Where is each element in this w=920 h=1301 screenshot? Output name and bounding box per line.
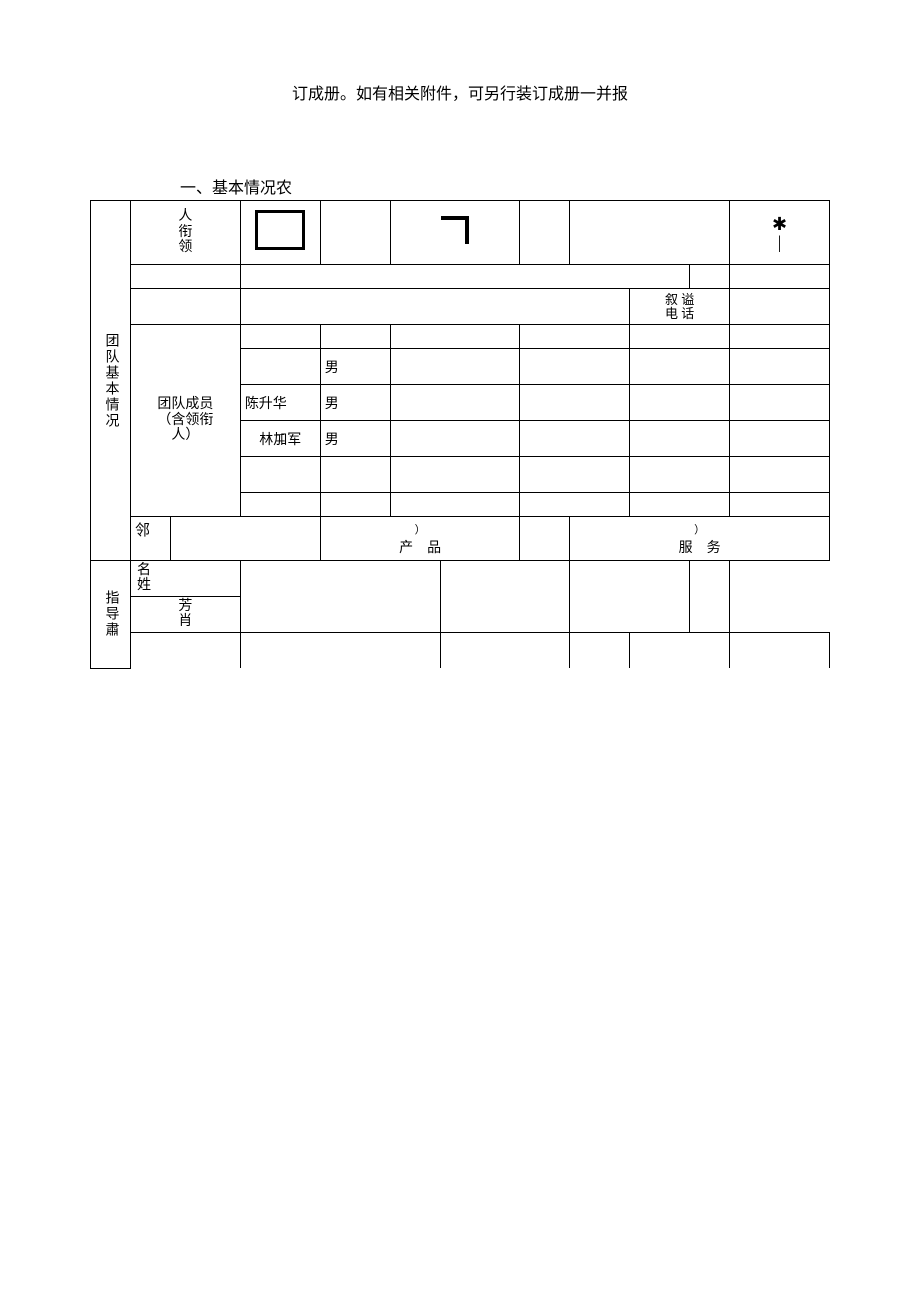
r3-c1 bbox=[130, 289, 240, 325]
asterisk-cell: ✱| bbox=[730, 201, 830, 265]
corner-icon bbox=[441, 216, 469, 244]
guide-name-label: 名 姓 bbox=[130, 561, 240, 597]
leader-c8 bbox=[570, 201, 730, 265]
m5-c6 bbox=[730, 493, 830, 517]
m2-c6 bbox=[730, 385, 830, 421]
guide-r3-c2 bbox=[240, 632, 440, 668]
m5-c2 bbox=[320, 493, 390, 517]
m4-c1 bbox=[240, 457, 320, 493]
top-instruction: 订成册。如有相关附件，可另行装订成册一并报 bbox=[90, 80, 830, 104]
guide-r1-c3 bbox=[440, 561, 570, 633]
neighbor-label: 邻 bbox=[130, 517, 170, 561]
m4-c6 bbox=[730, 457, 830, 493]
m2-c3 bbox=[390, 385, 520, 421]
guide-r3-c1 bbox=[130, 632, 240, 668]
section-title: 一、基本情况农 bbox=[180, 174, 830, 198]
m1-c5 bbox=[630, 349, 730, 385]
m1-gender: 男 bbox=[320, 349, 390, 385]
checkbox-icon bbox=[255, 210, 305, 250]
leader-c4 bbox=[320, 201, 390, 265]
m4-c4 bbox=[520, 457, 630, 493]
m1-name bbox=[240, 349, 320, 385]
prod-mid bbox=[520, 517, 570, 561]
m2-gender: 男 bbox=[320, 385, 390, 421]
m3-c5 bbox=[630, 421, 730, 457]
m1-c6 bbox=[730, 349, 830, 385]
r3-c4 bbox=[730, 289, 830, 325]
m5-c4 bbox=[520, 493, 630, 517]
guide-label: 指导肅 bbox=[91, 561, 131, 669]
m4-c2 bbox=[320, 457, 390, 493]
m3-c4 bbox=[520, 421, 630, 457]
leader-label: 人 衔 领 bbox=[130, 201, 240, 265]
guide-r3-c6 bbox=[730, 632, 830, 668]
m1-c3 bbox=[390, 349, 520, 385]
main-table: 团队基本情况 人 衔 领 ✱| bbox=[90, 200, 830, 669]
m3-name: 林加军 二 bbox=[240, 421, 320, 457]
m2-c4 bbox=[520, 385, 630, 421]
r2-c4 bbox=[730, 265, 830, 289]
phone-label: 叙 谥 电 话 bbox=[630, 289, 730, 325]
m2-c5 bbox=[630, 385, 730, 421]
guide-r3-c3 bbox=[440, 632, 570, 668]
prod-left bbox=[170, 517, 320, 561]
mh-c2 bbox=[320, 325, 390, 349]
m5-c1 bbox=[240, 493, 320, 517]
mh-c4 bbox=[520, 325, 630, 349]
r2-c3 bbox=[690, 265, 730, 289]
service-cell: ） 服 务 bbox=[570, 517, 830, 561]
leader-corner-cell bbox=[390, 201, 520, 265]
leader-checkbox-cell bbox=[240, 201, 320, 265]
m3-c6 bbox=[730, 421, 830, 457]
m2-name: 陈升华 bbox=[240, 385, 320, 421]
m4-c3 bbox=[390, 457, 520, 493]
mh-c5 bbox=[630, 325, 730, 349]
mh-c1 bbox=[240, 325, 320, 349]
m4-c5 bbox=[630, 457, 730, 493]
guide-r1-c5 bbox=[690, 561, 730, 633]
m5-c5 bbox=[630, 493, 730, 517]
mh-c6 bbox=[730, 325, 830, 349]
member-label: 团队成员 （含领衔 人） bbox=[130, 325, 240, 517]
r2-c1 bbox=[130, 265, 240, 289]
m3-c3 bbox=[390, 421, 520, 457]
mh-c3 bbox=[390, 325, 520, 349]
r2-c2 bbox=[240, 265, 689, 289]
guide-name2: 芳 肖 bbox=[130, 596, 240, 632]
guide-r3-c5 bbox=[630, 632, 730, 668]
m3-gender: 男 bbox=[320, 421, 390, 457]
guide-r1-c4 bbox=[570, 561, 690, 633]
team-basic-label: 团队基本情况 bbox=[91, 201, 131, 561]
product-cell: ） 产 品 bbox=[320, 517, 520, 561]
m1-c4 bbox=[520, 349, 630, 385]
leader-c7 bbox=[520, 201, 570, 265]
page-root: 订成册。如有相关附件，可另行装订成册一并报 一、基本情况农 团队基本情况 人 衔… bbox=[0, 0, 920, 669]
guide-r3-c4 bbox=[570, 632, 630, 668]
r3-c2 bbox=[240, 289, 629, 325]
guide-r1-c2 bbox=[240, 561, 440, 633]
m5-c3 bbox=[390, 493, 520, 517]
